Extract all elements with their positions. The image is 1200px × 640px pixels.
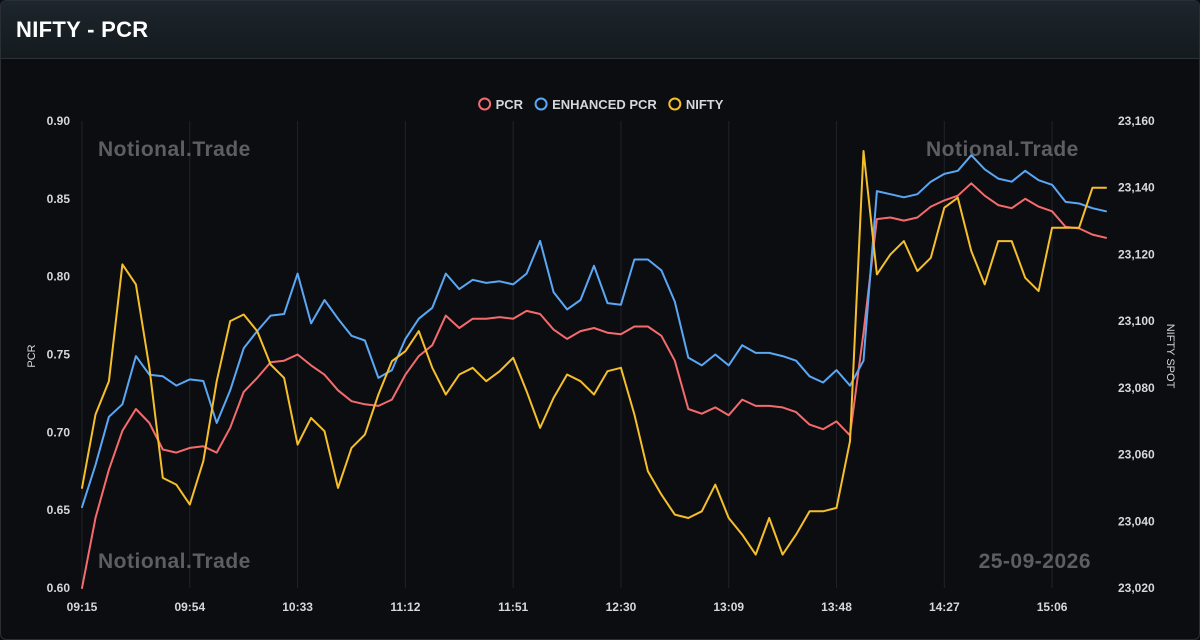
series-line-pcr	[81, 182, 1107, 589]
legend-swatch-icon	[478, 97, 492, 111]
series-lines	[81, 150, 1107, 589]
y2-axis-title: NIFTY SPOT	[1164, 324, 1176, 389]
watermark-bottom-left: Notional.Trade	[98, 550, 251, 573]
y-axis-title: PCR	[26, 344, 38, 367]
x-tick-label: 13:48	[821, 600, 852, 614]
legend-label: NIFTY	[686, 97, 724, 112]
x-tick-label: 11:12	[390, 600, 420, 614]
right-axis: 23,160 23,140 23,120 23,100 23,080 23,060 23,0…	[1118, 114, 1155, 595]
series-line-nifty	[81, 150, 1107, 556]
y2-tick-label: 23,020	[1118, 581, 1155, 595]
page-title: NIFTY - PCR	[16, 17, 149, 42]
left-axis: 0.90 0.85 0.80 0.75 0.70 0.65 0.60	[47, 114, 71, 595]
x-tick-label: 13:09	[713, 600, 744, 614]
x-tick-label: 15:06	[1037, 600, 1068, 614]
y-tick-label: 0.85	[47, 192, 71, 206]
x-tick-label: 10:33	[282, 600, 313, 614]
watermark-date: 25-09-2026	[979, 550, 1091, 573]
y2-tick-label: 23,160	[1118, 114, 1155, 128]
y-tick-label: 0.75	[47, 348, 71, 362]
legend-label: ENHANCED PCR	[552, 97, 657, 112]
legend-item[interactable]: ENHANCED PCR	[534, 97, 658, 112]
y-tick-label: 0.60	[47, 581, 71, 595]
x-tick-label: 11:51	[498, 600, 528, 614]
y-tick-label: 0.65	[47, 503, 71, 517]
watermark-top-right: Notional.Trade	[926, 138, 1079, 161]
y2-tick-label: 23,120	[1118, 247, 1155, 261]
series-line-enhanced-pcr	[81, 154, 1107, 509]
watermark-top-left: Notional.Trade	[98, 138, 251, 161]
y-tick-label: 0.70	[47, 425, 71, 439]
vertical-grid	[81, 121, 1053, 588]
watermark-group: Notional.Trade Notional.Trade Notional.T…	[98, 138, 1091, 573]
title-bar: NIFTY - PCR	[1, 1, 1199, 59]
y2-tick-label: 23,080	[1118, 381, 1155, 395]
x-tick-label: 12:30	[606, 600, 637, 614]
legend: PCR ENHANCED PCR NIFTY	[478, 97, 724, 112]
x-tick-label: 14:27	[929, 600, 960, 614]
legend-item[interactable]: PCR	[478, 97, 524, 112]
legend-item[interactable]: NIFTY	[668, 97, 724, 112]
x-tick-label: 09:54	[174, 600, 205, 614]
y-tick-label: 0.80	[47, 270, 71, 284]
legend-label: PCR	[496, 97, 524, 112]
y-tick-label: 0.90	[47, 114, 71, 128]
y2-tick-label: 23,100	[1118, 314, 1155, 328]
legend-swatch-icon	[534, 97, 548, 111]
y2-tick-label: 23,140	[1118, 181, 1155, 195]
y2-tick-label: 23,040	[1118, 514, 1155, 528]
x-tick-label: 09:15	[67, 600, 98, 614]
legend-swatch-icon	[668, 97, 682, 111]
y2-tick-label: 23,060	[1118, 448, 1155, 462]
x-axis: 09:15 09:54 10:33 11:12 11:51 12:30 13:09 13:48…	[67, 600, 1068, 614]
